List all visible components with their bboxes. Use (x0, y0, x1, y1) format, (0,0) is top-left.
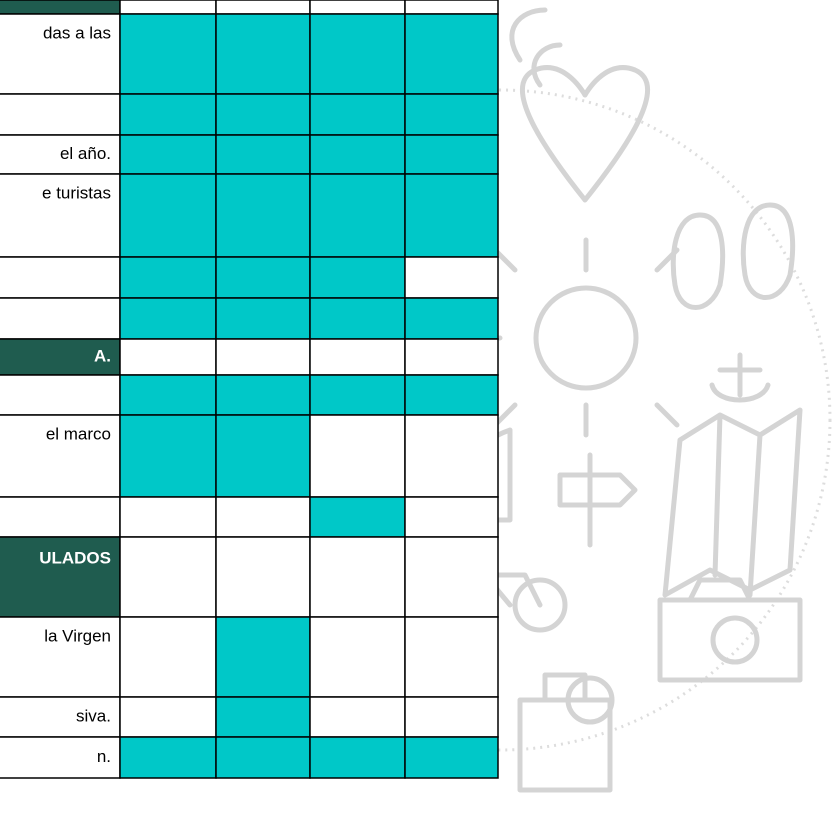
filled-cell (215, 297, 311, 340)
empty-cell (119, 338, 217, 376)
filled-cell (119, 173, 217, 258)
label-cell (0, 374, 121, 416)
filled-cell (215, 134, 311, 175)
label-cell (0, 496, 121, 538)
filled-cell (215, 256, 311, 299)
empty-cell (309, 616, 406, 698)
row-label: e turistas (42, 183, 111, 202)
filled-cell (404, 93, 499, 136)
label-cell (0, 256, 121, 299)
filled-cell (309, 13, 406, 95)
filled-cell (119, 736, 217, 779)
empty-cell (404, 338, 499, 376)
empty-cell (119, 616, 217, 698)
filled-cell (215, 93, 311, 136)
row-label: siva. (76, 706, 111, 725)
filled-cell (309, 134, 406, 175)
label-cell (0, 297, 121, 340)
filled-cell (215, 736, 311, 779)
empty-cell (309, 0, 406, 15)
filled-cell (119, 13, 217, 95)
label-cell (0, 414, 121, 498)
filled-cell (309, 256, 406, 299)
empty-cell (309, 696, 406, 738)
empty-cell (404, 0, 499, 15)
empty-cell (404, 536, 499, 618)
empty-cell (119, 536, 217, 618)
empty-cell (215, 0, 311, 15)
section-header-cell (0, 338, 121, 376)
table: das a las el año. e turistas A. el marco ULAD… (0, 0, 499, 779)
section-title: ULADOS (39, 548, 111, 567)
empty-cell (215, 338, 311, 376)
filled-cell (309, 374, 406, 416)
label-cell (0, 93, 121, 136)
empty-cell (119, 696, 217, 738)
empty-cell (119, 0, 217, 15)
row-label: el marco (46, 424, 111, 443)
filled-cell (215, 374, 311, 416)
filled-cell (119, 374, 217, 416)
empty-cell (215, 496, 311, 538)
filled-cell (215, 696, 311, 738)
filled-cell (119, 134, 217, 175)
filled-cell (215, 616, 311, 698)
filled-cell (309, 496, 406, 538)
row-label: n. (97, 747, 111, 766)
filled-cell (119, 297, 217, 340)
empty-cell (404, 616, 499, 698)
label-cell (0, 616, 121, 698)
filled-cell (309, 736, 406, 779)
filled-cell (309, 173, 406, 258)
empty-cell (119, 496, 217, 538)
row-label: la Virgen (44, 626, 111, 645)
filled-cell (215, 13, 311, 95)
filled-cell (215, 414, 311, 498)
empty-cell (404, 414, 499, 498)
filled-cell (404, 13, 499, 95)
section-header-cell (0, 0, 121, 15)
empty-cell (309, 536, 406, 618)
label-cell (0, 696, 121, 738)
row-label: das a las (43, 23, 111, 42)
filled-cell (119, 256, 217, 299)
filled-cell (404, 134, 499, 175)
empty-cell (215, 536, 311, 618)
filled-cell (215, 173, 311, 258)
empty-cell (404, 256, 499, 299)
section-title: A. (94, 346, 111, 365)
empty-cell (309, 338, 406, 376)
filled-cell (119, 414, 217, 498)
filled-cell (309, 297, 406, 340)
filled-cell (404, 374, 499, 416)
empty-cell (309, 414, 406, 498)
filled-cell (309, 93, 406, 136)
filled-cell (404, 173, 499, 258)
empty-cell (404, 696, 499, 738)
filled-cell (404, 297, 499, 340)
filled-cell (404, 736, 499, 779)
filled-cell (119, 93, 217, 136)
row-label: el año. (60, 144, 111, 163)
empty-cell (404, 496, 499, 538)
